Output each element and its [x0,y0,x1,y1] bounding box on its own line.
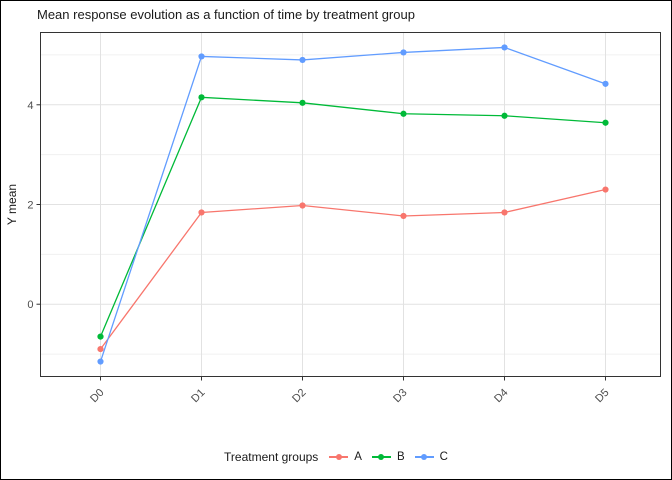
data-point-B-D1 [198,94,205,101]
legend-item-C: C [414,451,448,463]
legend-key-dot [421,454,428,460]
data-point-B-D2 [299,99,306,106]
data-point-A-D1 [198,209,205,216]
series-line-B [99,96,606,337]
data-point-C-D1 [198,53,205,60]
y-tick-label: 0 [27,299,33,311]
legend-key-C [414,454,434,461]
legend-key-A [329,454,349,461]
plot-title: Mean response evolution as a function of… [37,7,415,22]
legend-item-B: B [371,451,405,463]
data-point-A-D3 [400,212,407,220]
data-point-A-D0 [97,345,104,353]
legend-label-C: C [439,451,448,463]
data-point-C-D2 [299,56,306,64]
legend-items: A B C [329,451,448,463]
x-tick-label: D3 [391,387,409,405]
data-point-C-D0 [97,358,104,365]
data-point-B-D3 [400,110,407,117]
data-point-A-D4 [501,209,508,216]
data-point-A-D5 [602,186,609,193]
data-point-B-D5 [602,119,609,126]
legend-title: Treatment groups [224,450,319,464]
data-point-C-D5 [602,80,609,87]
series-line-C [99,46,606,362]
x-tick-label: D5 [593,387,611,405]
legend: Treatment groups A B C [1,450,671,464]
y-axis-title: Y mean [5,184,19,225]
legend-key-B [371,454,391,461]
x-tick-label: D0 [88,387,106,405]
data-point-A-D2 [299,202,306,209]
data-point-B-D0 [97,333,104,340]
legend-label-A: A [354,451,362,463]
legend-label-B: B [396,451,405,463]
legend-item-A: A [329,451,362,463]
x-tick-label: D2 [290,387,308,405]
legend-key-dot [335,454,342,460]
data-point-C-D4 [501,44,508,51]
series-line-A [99,188,606,350]
data-point-C-D3 [400,49,407,56]
y-tick-label: 2 [27,200,33,212]
y-tick-label: 4 [27,100,33,112]
data-point-B-D4 [501,112,508,119]
legend-key-dot [378,454,385,460]
x-tick-label: D4 [492,387,510,405]
x-tick-label: D1 [189,387,207,405]
